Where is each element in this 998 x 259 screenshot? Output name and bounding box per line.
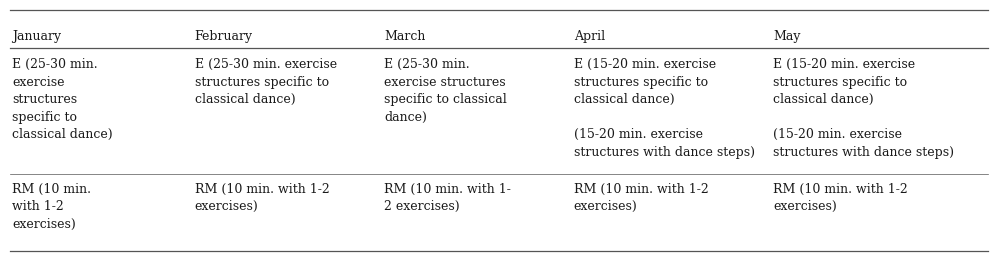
Text: RM (10 min. with 1-
2 exercises): RM (10 min. with 1- 2 exercises) — [384, 183, 511, 213]
Text: March: March — [384, 30, 425, 43]
Text: E (25-30 min. exercise
structures specific to
classical dance): E (25-30 min. exercise structures specif… — [195, 58, 336, 106]
Text: E (15-20 min. exercise
structures specific to
classical dance)

(15-20 min. exer: E (15-20 min. exercise structures specif… — [773, 58, 954, 159]
Text: RM (10 min.
with 1-2
exercises): RM (10 min. with 1-2 exercises) — [12, 183, 91, 231]
Text: E (25-30 min.
exercise structures
specific to classical
dance): E (25-30 min. exercise structures specif… — [384, 58, 507, 124]
Text: February: February — [195, 30, 252, 43]
Text: RM (10 min. with 1-2
exercises): RM (10 min. with 1-2 exercises) — [574, 183, 709, 213]
Text: E (15-20 min. exercise
structures specific to
classical dance)

(15-20 min. exer: E (15-20 min. exercise structures specif… — [574, 58, 754, 159]
Text: May: May — [773, 30, 801, 43]
Text: E (25-30 min.
exercise
structures
specific to
classical dance): E (25-30 min. exercise structures specif… — [12, 58, 113, 141]
Text: RM (10 min. with 1-2
exercises): RM (10 min. with 1-2 exercises) — [195, 183, 329, 213]
Text: RM (10 min. with 1-2
exercises): RM (10 min. with 1-2 exercises) — [773, 183, 908, 213]
Text: April: April — [574, 30, 605, 43]
Text: January: January — [12, 30, 61, 43]
